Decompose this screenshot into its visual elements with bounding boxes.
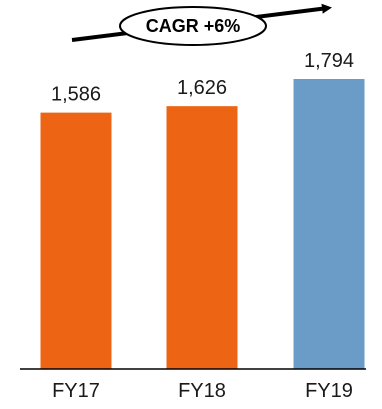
cagr-annotation: CAGR +6% [71,3,332,46]
bar-fy18 [166,106,238,369]
value-label-fy18: 1,626 [177,77,227,99]
cagr-ellipse [119,6,267,46]
cagr-label: CAGR +6% [146,16,241,36]
x-tick-labels-layer: FY17 FY18 FY19 [52,380,353,402]
value-label-fy17: 1,586 [51,84,101,106]
x-tick-label-fy17: FY17 [52,380,100,402]
x-tick-label-fy19: FY19 [305,380,353,402]
value-labels-layer: 1,586 1,626 1,794 [51,50,354,106]
x-tick-label-fy18: FY18 [178,380,226,402]
bar-fy19 [293,79,365,369]
value-label-fy19: 1,794 [304,50,354,72]
bar-fy17 [40,112,112,369]
bars-layer [40,79,365,369]
